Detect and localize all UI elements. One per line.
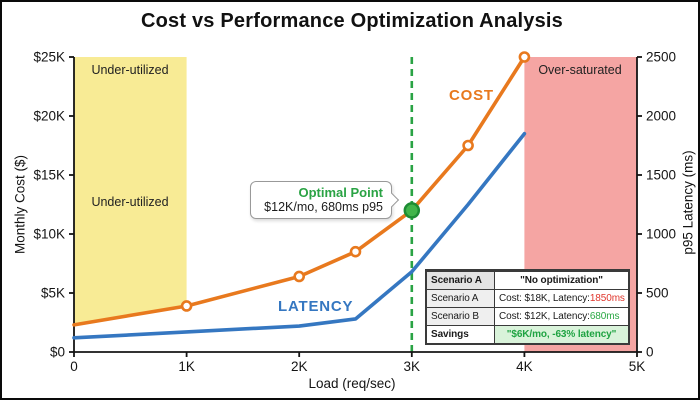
x-tick-label: 0: [70, 359, 78, 374]
x-tick-label: 2K: [291, 359, 308, 374]
y-axis-label-left: Monthly Cost ($): [12, 154, 28, 255]
y-axis-label-right: p95 Latency (ms): [680, 150, 696, 255]
optimal-point-dot: [403, 202, 421, 219]
y-left-tick-label: $10K: [33, 227, 65, 242]
y-right-tick-label: 2000: [646, 109, 676, 124]
chart-title: Cost vs Performance Optimization Analysi…: [140, 10, 564, 32]
y-left-tick-label: $0: [50, 345, 65, 360]
y-right-tick-label: 1500: [646, 168, 676, 183]
cost-marker: [349, 245, 362, 258]
row-b-text: Cost: $12K, Latency:: [499, 311, 590, 322]
cost-marker: [518, 51, 531, 63]
latency-series-label: LATENCY: [278, 298, 354, 315]
table-row-a-label: Scenario A: [427, 289, 495, 307]
x-tick-label: 5K: [629, 359, 646, 374]
over-saturated-label: Over-saturated: [538, 63, 622, 77]
cost-marker: [180, 300, 193, 312]
x-tick-label: 4K: [516, 359, 533, 374]
scenario-table: Scenario A "No optimization" Scenario A …: [425, 269, 630, 345]
y-left-tick-label: $25K: [33, 50, 65, 65]
optimal-point-callout: Optimal Point $12K/mo, 680ms p95: [250, 181, 392, 219]
row-b-latency-value: 680ms: [589, 311, 620, 322]
table-header-right: "No optimization": [495, 271, 628, 289]
under-utilized-label-mid: Under-utilized: [91, 195, 169, 209]
x-axis-label: Load (req/sec): [308, 376, 396, 391]
y-right-tick-label: 0: [646, 345, 654, 360]
table-savings-value: "$6K/mo, -63% latency": [495, 325, 628, 343]
region-under-utilized: [74, 57, 187, 325]
table-row-a-value: Cost: $18K, Latency: 1850ms: [495, 289, 628, 307]
y-right-tick-label: 2500: [646, 50, 676, 65]
optimal-point-title: Optimal Point: [298, 185, 384, 200]
x-tick-label: 1K: [178, 359, 195, 374]
y-left-tick-label: $20K: [33, 109, 65, 124]
table-row-b-label: Scenario B: [427, 307, 495, 325]
table-header-left: Scenario A: [427, 271, 495, 289]
cost-marker: [293, 270, 306, 283]
optimal-point-detail: $12K/mo, 680ms p95: [264, 200, 383, 214]
table-savings-label: Savings: [427, 325, 495, 343]
cost-marker: [462, 139, 474, 152]
row-a-text: Cost: $18K, Latency:: [499, 293, 590, 304]
y-left-tick-label: $5K: [41, 286, 65, 301]
table-row-b-value: Cost: $12K, Latency: 680ms: [495, 307, 628, 325]
row-a-latency-value: 1850ms: [589, 293, 625, 304]
latency-line: [72, 131, 527, 340]
under-utilized-label-top: Under-utilized: [91, 63, 169, 77]
x-tick-label: 3K: [404, 359, 421, 374]
y-right-tick-label: 1000: [646, 227, 676, 242]
y-right-tick-label: 500: [646, 286, 669, 301]
y-left-tick-label: $15K: [33, 168, 65, 183]
cost-series-label: COST: [449, 87, 494, 104]
